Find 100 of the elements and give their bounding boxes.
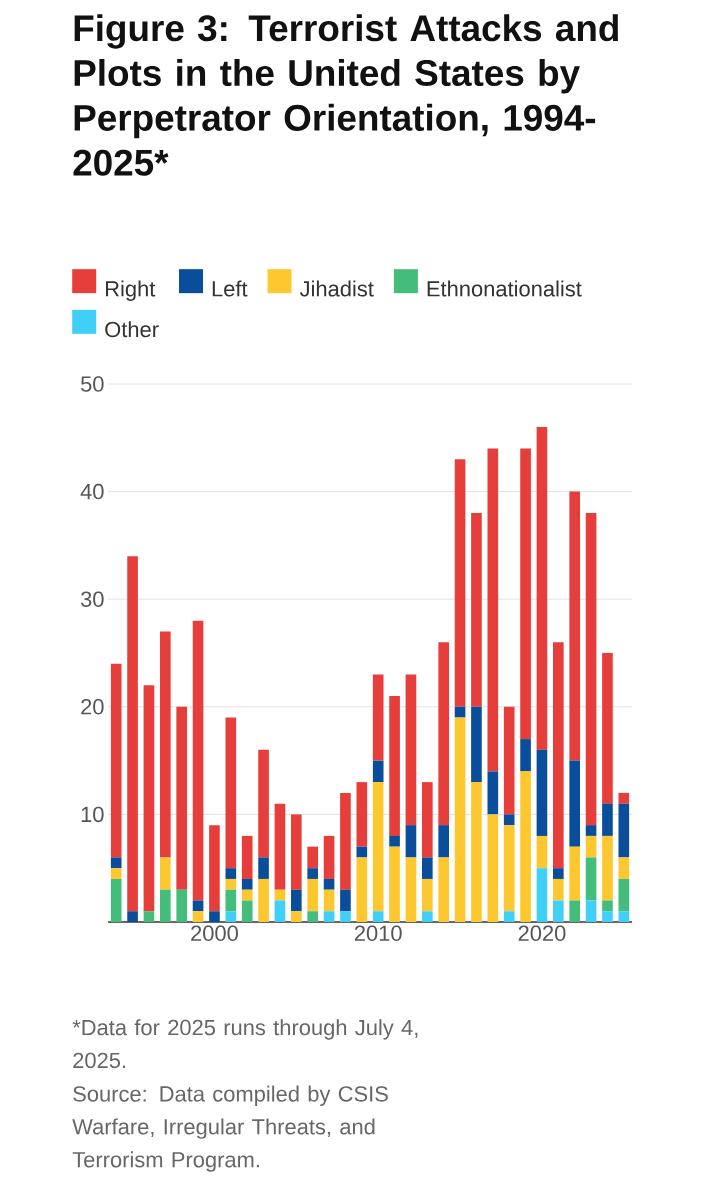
bar <box>290 889 302 912</box>
bar <box>372 674 384 761</box>
bar <box>307 868 319 879</box>
bar <box>487 771 499 815</box>
bar <box>585 835 597 858</box>
bar <box>159 631 171 858</box>
bar <box>307 911 319 922</box>
bar <box>585 825 597 836</box>
bar <box>520 771 531 922</box>
bar <box>471 782 482 922</box>
bar <box>585 900 597 922</box>
bar <box>110 663 122 858</box>
bar <box>258 878 269 922</box>
bar <box>471 706 482 783</box>
bar <box>323 889 335 912</box>
legend-label: Jihadist <box>299 280 374 297</box>
bar <box>241 878 253 890</box>
bar <box>553 868 564 879</box>
bar <box>421 911 433 922</box>
bar <box>143 685 155 912</box>
y-tick-label: 20 <box>81 699 104 715</box>
bar <box>536 749 548 836</box>
chart-title: Figure 3: Terrorist Attacks and Plots in the United States by Perpetrator Orientation, 1994-2025* <box>73 14 618 176</box>
bar <box>110 857 122 869</box>
bar <box>503 706 515 815</box>
bar <box>192 900 204 912</box>
bar <box>225 878 237 890</box>
y-tick-label: 50 <box>80 376 104 392</box>
bar <box>569 760 581 847</box>
bar <box>209 911 220 922</box>
legend-label: Left <box>212 280 248 297</box>
bar <box>602 653 613 804</box>
bar <box>389 696 400 836</box>
y-tick-label: 30 <box>80 591 104 607</box>
bar <box>274 803 286 890</box>
bar <box>487 448 499 772</box>
bar <box>307 878 319 912</box>
bar <box>454 706 466 718</box>
bar <box>356 857 368 922</box>
y-tick-label: 10 <box>81 806 104 823</box>
bar <box>192 911 204 922</box>
bar <box>438 825 450 858</box>
bar <box>421 878 433 912</box>
source-note: Source: Data compiled by CSIS Warfare, Irregular Threats, and Terrorism Program. <box>72 1085 388 1172</box>
bar <box>356 846 368 858</box>
legend-label: Ethnonationalist <box>427 280 582 297</box>
bar <box>127 911 138 922</box>
bar <box>454 459 466 707</box>
bar <box>553 642 564 869</box>
bar <box>290 814 302 890</box>
bar <box>225 717 237 869</box>
bar <box>438 857 450 922</box>
bar <box>618 911 630 922</box>
bar <box>618 803 630 858</box>
bar <box>487 814 499 922</box>
bar <box>503 825 515 912</box>
bar <box>503 814 515 826</box>
bar <box>405 825 417 858</box>
bar <box>372 782 384 912</box>
bar <box>110 868 122 879</box>
bar <box>307 846 319 869</box>
bar <box>553 900 564 922</box>
x-tick-label: 2020 <box>518 925 566 942</box>
bar <box>258 857 269 879</box>
bar <box>602 835 613 901</box>
bar <box>569 491 581 761</box>
bar <box>454 717 466 922</box>
bar <box>258 749 269 858</box>
bar <box>389 846 400 922</box>
bar <box>372 760 384 783</box>
bar <box>438 642 450 826</box>
bar <box>110 878 122 922</box>
bar <box>405 857 417 922</box>
bar <box>340 911 351 922</box>
bar <box>618 792 630 804</box>
bar <box>405 674 417 826</box>
bar <box>421 857 433 879</box>
text: *Data for 2025 runs through July 4, 2025. <box>72 1019 418 1069</box>
bar <box>569 900 581 922</box>
bar <box>176 889 188 922</box>
bar <box>585 857 597 901</box>
bar <box>192 620 204 901</box>
bar <box>471 513 482 707</box>
bar <box>209 825 220 912</box>
legend-label: Right <box>106 280 156 301</box>
bar <box>569 846 581 901</box>
bar <box>225 868 237 879</box>
bar <box>340 889 351 912</box>
bar <box>585 513 597 826</box>
bar <box>274 900 286 922</box>
bar <box>176 706 188 890</box>
bar <box>225 911 237 922</box>
bar <box>241 889 253 901</box>
bar <box>602 803 613 836</box>
x-tick-label: 2000 <box>191 925 238 942</box>
bar <box>389 835 400 847</box>
bar <box>618 857 630 879</box>
bar <box>553 878 564 901</box>
y-tick-label: 40 <box>80 483 104 500</box>
bar <box>536 835 548 869</box>
